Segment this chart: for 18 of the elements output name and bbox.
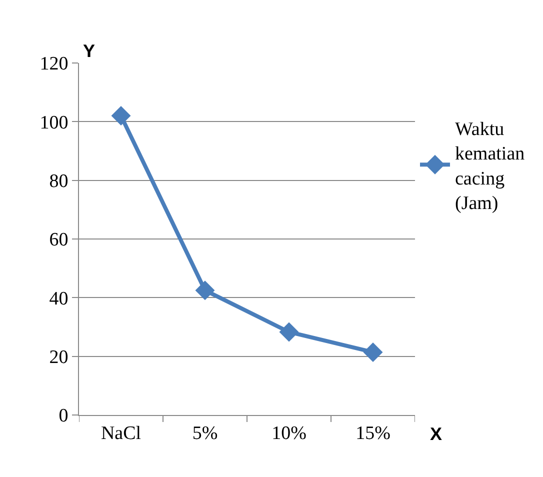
y-tick-label: 40 [49,288,68,310]
x-tick-label: 15% [356,422,391,444]
point [363,342,383,362]
y-tick-label: 0 [58,406,68,427]
y-axis-title: Y [83,41,96,61]
y-tick-label: 60 [49,230,68,251]
x-tick-label: NaCl [100,422,142,444]
y-tick-label: 120 [40,54,68,75]
x-axis-title: X [430,424,442,444]
x-tick-label: 10% [272,422,307,444]
y-tick-label: 80 [49,170,68,192]
point [111,106,131,126]
point [279,322,299,342]
y-tick-label: 20 [49,346,68,368]
legend-label: Waktu kematian cacing (Jam) [455,119,526,214]
y-tick-label: 100 [40,112,68,134]
point [195,280,215,300]
x-tick-label: 5% [192,422,218,444]
